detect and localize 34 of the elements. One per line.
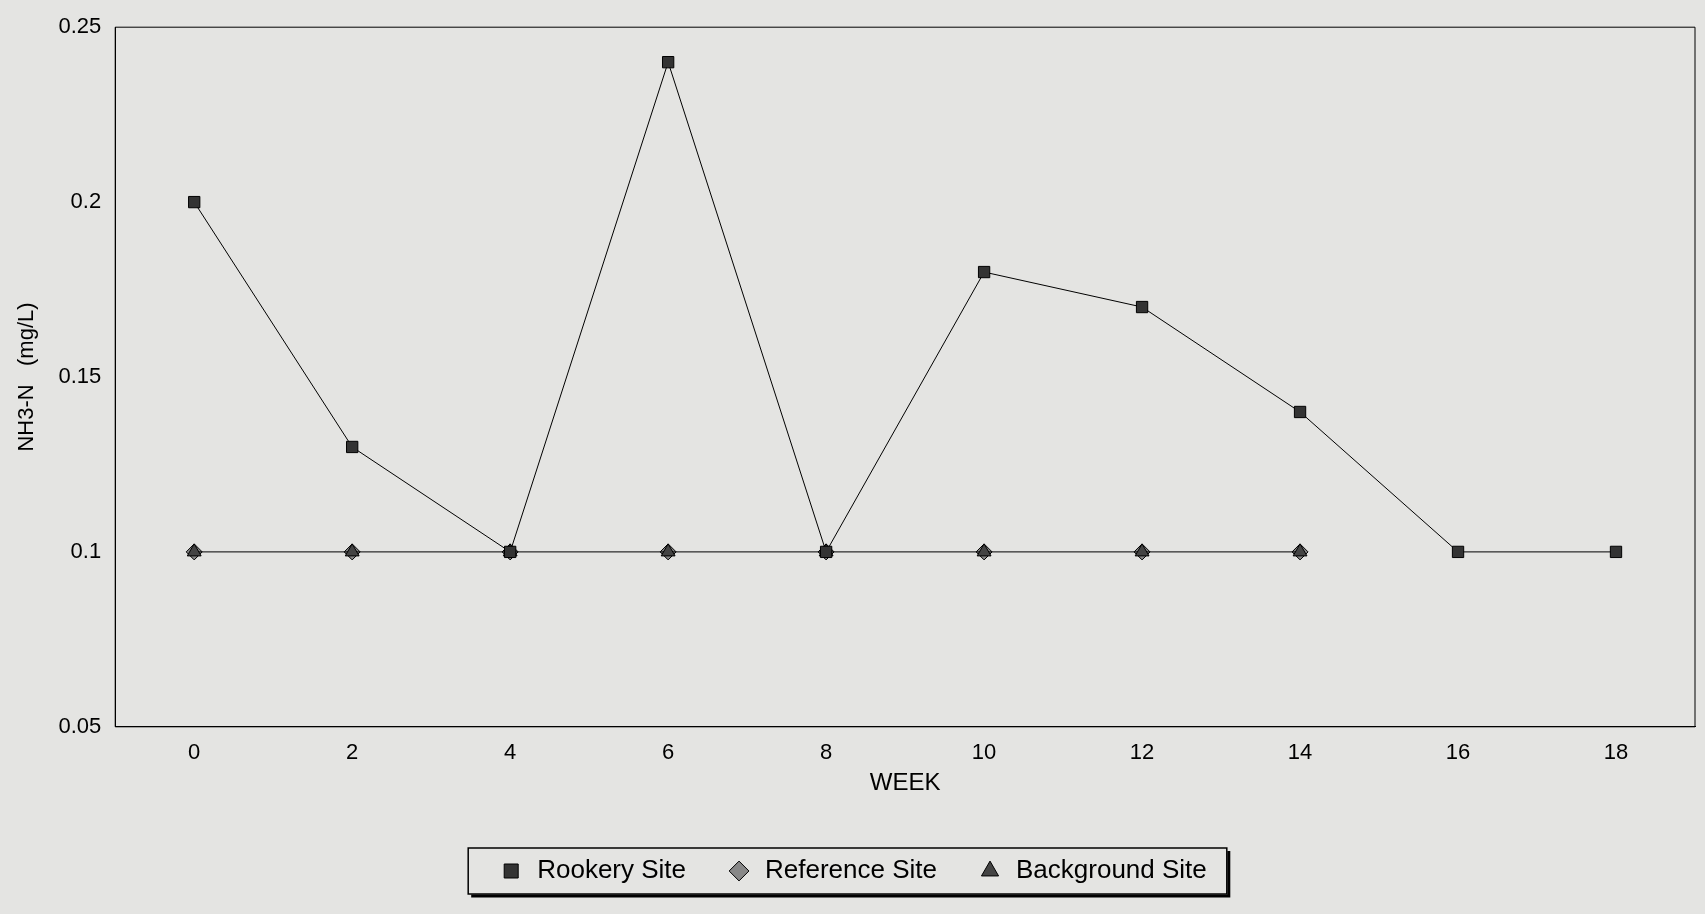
x-tick-label: 12 [1129, 739, 1155, 765]
y-axis-title: NH3-N (mg/L) [13, 302, 39, 452]
legend-label: Reference Site [765, 854, 938, 885]
point [1134, 543, 1150, 557]
x-tick-label: 6 [662, 739, 675, 765]
point [1609, 545, 1623, 559]
x-tick-label: 2 [346, 739, 359, 765]
y-tick-label: 0.25 [58, 13, 102, 39]
x-tick-label: 0 [188, 739, 201, 765]
point [186, 543, 202, 557]
point [346, 440, 359, 454]
point [977, 265, 991, 279]
x-tick-label: 16 [1445, 739, 1471, 765]
legend-label: Rookery Site [537, 854, 687, 885]
point [1135, 300, 1149, 314]
x-tick-label: 10 [971, 739, 997, 765]
point [188, 195, 201, 209]
x-tick-label: 18 [1603, 739, 1629, 765]
point [1292, 543, 1308, 557]
point [976, 543, 992, 557]
x-tick-label: 14 [1287, 739, 1313, 765]
point [1451, 545, 1465, 559]
point [1293, 405, 1307, 419]
x-tick-label: 4 [504, 739, 517, 765]
y-tick-label: 0.05 [58, 712, 102, 738]
legend-label: Background Site [1016, 854, 1207, 885]
x-tick-label: 8 [820, 739, 833, 765]
point [661, 56, 675, 69]
y-tick-label: 0.15 [58, 363, 102, 389]
x-axis-title: WEEK [869, 768, 941, 796]
point [344, 543, 360, 557]
point [660, 543, 676, 557]
y-tick-label: 0.1 [70, 537, 102, 563]
y-tick-label: 0.2 [70, 188, 102, 214]
